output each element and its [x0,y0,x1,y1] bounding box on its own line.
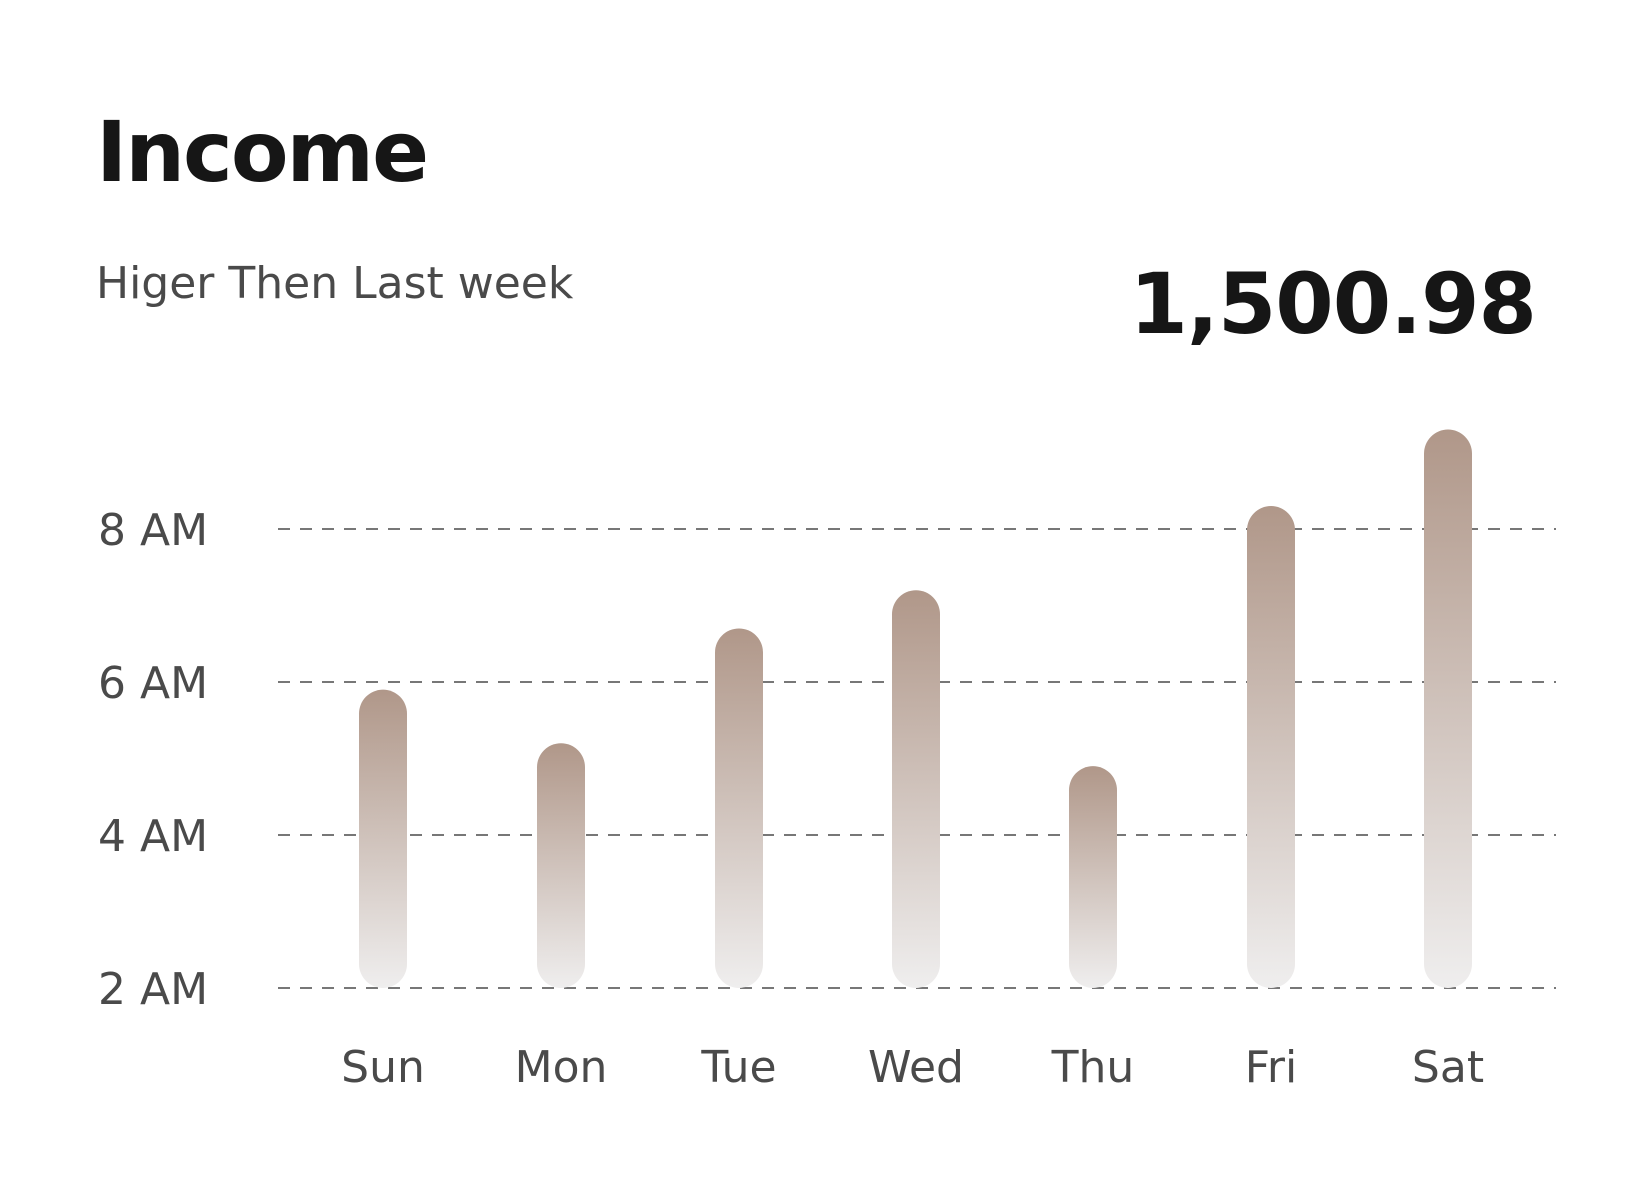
x-tick-label-mon: Mon [515,1042,608,1093]
card-subtitle: Higer Then Last week [96,258,574,309]
x-tick-label-sat: Sat [1412,1042,1484,1093]
bar-sun[interactable] [359,689,407,988]
x-tick-label-sun: Sun [341,1042,425,1093]
bar-sat[interactable] [1424,429,1472,988]
x-tick-label-thu: Thu [1051,1042,1135,1093]
bar-wed[interactable] [892,590,940,988]
bar-mon[interactable] [537,743,585,988]
bar-fri[interactable] [1247,506,1295,988]
y-tick-label: 4 AM [98,811,208,862]
income-amount: 1,500.98 [1129,255,1537,353]
y-axis-ticks: 2 AM 4 AM 6 AM 8 AM [98,505,208,1015]
bars [359,429,1472,988]
x-axis-ticks: Sun Mon Tue Wed Thu Fri Sat [341,1042,1484,1093]
x-tick-label-wed: Wed [868,1042,964,1093]
bar-thu[interactable] [1069,766,1117,988]
y-tick-label: 6 AM [98,658,208,709]
x-tick-label-tue: Tue [700,1042,776,1093]
card-title: Income [96,103,429,201]
x-tick-label-fri: Fri [1245,1042,1297,1093]
bar-tue[interactable] [715,628,763,988]
y-tick-label: 8 AM [98,505,208,556]
y-tick-label: 2 AM [98,964,208,1015]
